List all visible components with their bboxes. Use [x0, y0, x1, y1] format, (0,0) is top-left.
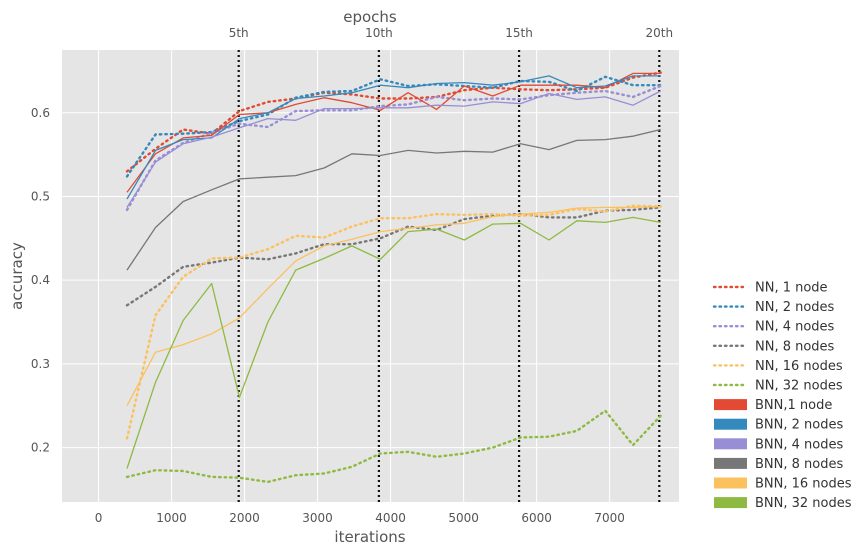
legend-swatch-bnn-4-nodes [714, 438, 747, 450]
x-tick-labels: 0 1000 2000 3000 4000 5000 6000 7000 [95, 511, 625, 525]
epoch-marker-layer [237, 50, 661, 502]
series-line-nn-4-nodes [125, 84, 662, 212]
plot-background [62, 50, 679, 502]
legend: NN, 1 node NN, 2 nodes NN, 4 nodes NN, 8 no… [712, 281, 852, 511]
legend-label-bnn-1-node: BNN,1 node [755, 398, 832, 413]
legend-swatch-bnn-1-node [714, 399, 747, 411]
legend-label-bnn-16-nodes: BNN, 16 nodes [755, 477, 852, 492]
x-tick-label: 7000 [594, 511, 625, 525]
legend-label-bnn-4-nodes: BNN, 4 nodes [755, 437, 843, 452]
series-line-bnn-32-nodes [126, 216, 661, 469]
y-tick-label: 0.2 [31, 441, 50, 455]
y-tick-label: 0.3 [31, 357, 50, 371]
series-line-nn-8-nodes [125, 206, 662, 307]
x-tick-label: 3000 [302, 511, 333, 525]
series-line-bnn-16-nodes [126, 205, 661, 407]
x-axis-title: iterations [334, 528, 405, 546]
series-line-bnn-4-nodes [126, 90, 661, 208]
legend-label-nn-16-nodes: NN, 16 nodes [755, 359, 843, 374]
x-tick-label: 2000 [229, 511, 260, 525]
legend-label-nn-8-nodes: NN, 8 nodes [755, 339, 835, 354]
legend-label-nn-2-nodes: NN, 2 nodes [755, 300, 835, 315]
series-line-nn-16-nodes [125, 204, 662, 440]
legend-swatch-bnn-16-nodes [714, 477, 747, 489]
series-layer [125, 71, 662, 484]
legend-label-nn-1-node: NN, 1 node [755, 281, 828, 296]
y-axis-title: accuracy [8, 242, 26, 310]
y-tick-labels: 0.2 0.3 0.4 0.5 0.6 [31, 106, 50, 455]
legend-swatch-bnn-2-nodes [714, 418, 747, 430]
x-tick-label: 1000 [156, 511, 187, 525]
y-tick-label: 0.6 [31, 106, 50, 120]
y-tick-label: 0.5 [31, 189, 50, 203]
x-tick-label: 4000 [375, 511, 406, 525]
legend-swatch-bnn-8-nodes [714, 457, 747, 469]
epoch-labels: 5th 10th 15th 20th [229, 26, 673, 40]
x-tick-label: 0 [95, 511, 103, 525]
legend-label-nn-32-nodes: NN, 32 nodes [755, 379, 843, 394]
epoch-label: 15th [505, 26, 533, 40]
top-axis-title: epochs [343, 8, 397, 26]
legend-label-bnn-8-nodes: BNN, 8 nodes [755, 457, 843, 472]
x-tick-label: 6000 [521, 511, 552, 525]
legend-label-bnn-2-nodes: BNN, 2 nodes [755, 418, 843, 433]
series-line-bnn-8-nodes [126, 128, 661, 271]
epoch-label: 20th [645, 26, 673, 40]
legend-label-bnn-32-nodes: BNN, 32 nodes [755, 496, 852, 511]
legend-swatch-bnn-32-nodes [714, 497, 747, 509]
legend-label-nn-4-nodes: NN, 4 nodes [755, 320, 835, 335]
x-tick-label: 5000 [448, 511, 479, 525]
y-tick-label: 0.4 [31, 273, 50, 287]
series-line-bnn-2-nodes [126, 75, 661, 200]
series-line-nn-2-nodes [125, 75, 662, 178]
epoch-label: 10th [365, 26, 393, 40]
epoch-label: 5th [229, 26, 249, 40]
